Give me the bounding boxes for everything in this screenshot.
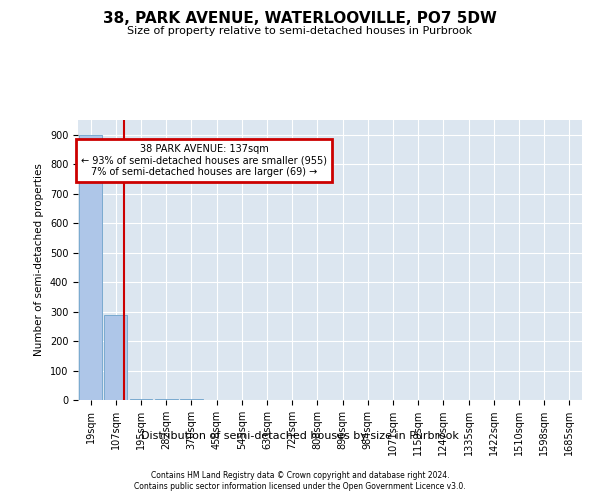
Text: 38, PARK AVENUE, WATERLOOVILLE, PO7 5DW: 38, PARK AVENUE, WATERLOOVILLE, PO7 5DW: [103, 11, 497, 26]
Text: Contains HM Land Registry data © Crown copyright and database right 2024.: Contains HM Land Registry data © Crown c…: [151, 471, 449, 480]
Text: 38 PARK AVENUE: 137sqm
← 93% of semi-detached houses are smaller (955)
7% of sem: 38 PARK AVENUE: 137sqm ← 93% of semi-det…: [81, 144, 327, 177]
Bar: [104, 314, 127, 400]
Bar: [79, 134, 102, 400]
Text: Contains public sector information licensed under the Open Government Licence v3: Contains public sector information licen…: [134, 482, 466, 491]
Y-axis label: Number of semi-detached properties: Number of semi-detached properties: [34, 164, 44, 356]
Text: Size of property relative to semi-detached houses in Purbrook: Size of property relative to semi-detach…: [127, 26, 473, 36]
Bar: [130, 398, 152, 400]
Text: Distribution of semi-detached houses by size in Purbrook: Distribution of semi-detached houses by …: [141, 431, 459, 441]
Bar: [155, 399, 178, 400]
